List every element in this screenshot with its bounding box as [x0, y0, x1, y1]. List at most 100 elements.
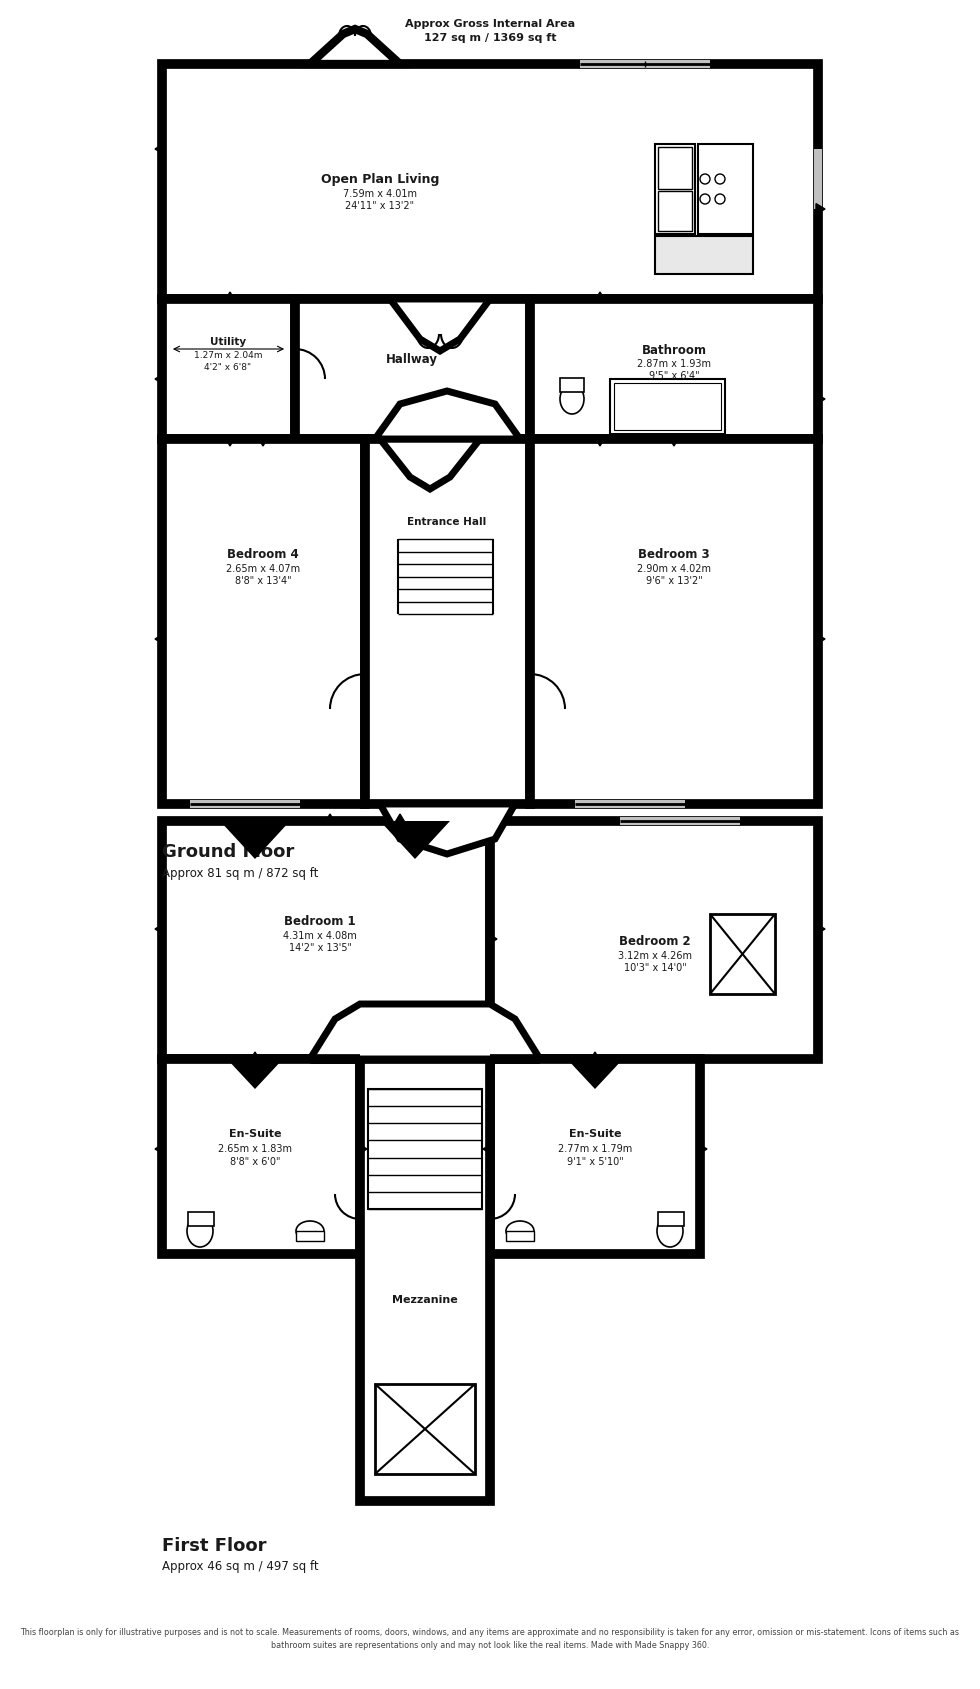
Bar [296, 1231, 324, 1241]
Ellipse shape [296, 1221, 324, 1241]
Bar [575, 801, 685, 809]
Bar [506, 1231, 534, 1241]
Circle shape [715, 176, 725, 184]
Text: Approx Gross Internal Area: Approx Gross Internal Area [405, 19, 575, 29]
Bar [490, 1059, 700, 1255]
Polygon shape [395, 814, 406, 824]
Polygon shape [483, 1143, 492, 1155]
Text: 2.87m x 1.93m: 2.87m x 1.93m [637, 358, 711, 368]
Text: 7.59m x 4.01m: 7.59m x 4.01m [343, 189, 417, 199]
Text: 1.27m x 2.04m: 1.27m x 2.04m [194, 351, 263, 360]
Bar [658, 193, 692, 231]
Text: First Floor: First Floor [162, 1535, 267, 1554]
Bar [560, 378, 584, 394]
Polygon shape [155, 1143, 164, 1155]
Bar [620, 817, 740, 826]
Bar [530, 301, 818, 439]
Polygon shape [816, 394, 825, 405]
Bar [655, 236, 753, 275]
Polygon shape [224, 292, 235, 302]
Polygon shape [668, 437, 679, 446]
Text: Hallway: Hallway [386, 353, 438, 367]
Polygon shape [816, 924, 825, 934]
Polygon shape [567, 1059, 623, 1089]
Polygon shape [390, 301, 490, 351]
Bar [614, 383, 721, 431]
Bar [658, 149, 692, 189]
Ellipse shape [506, 1221, 534, 1241]
Circle shape [715, 194, 725, 204]
Text: 3.12m x 4.26m: 3.12m x 4.26m [618, 951, 692, 961]
Text: 9'5" x 6'4": 9'5" x 6'4" [649, 372, 700, 380]
Text: Approx 46 sq m / 497 sq ft: Approx 46 sq m / 497 sq ft [162, 1559, 318, 1572]
Text: Approx 81 sq m / 872 sq ft: Approx 81 sq m / 872 sq ft [162, 866, 318, 880]
Text: 2.65m x 4.07m: 2.65m x 4.07m [226, 564, 300, 574]
Polygon shape [310, 1005, 540, 1059]
Text: 2.65m x 1.83m: 2.65m x 1.83m [218, 1143, 292, 1154]
Bar [295, 301, 530, 439]
Bar [190, 801, 300, 809]
Text: 9'1" x 5'10": 9'1" x 5'10" [566, 1157, 623, 1167]
Text: 127 sq m / 1369 sq ft: 127 sq m / 1369 sq ft [423, 34, 557, 42]
Polygon shape [595, 292, 606, 302]
Bar [710, 914, 775, 995]
Circle shape [700, 194, 710, 204]
Polygon shape [595, 437, 606, 446]
Polygon shape [698, 1143, 707, 1155]
Bar [365, 439, 530, 804]
Bar [610, 380, 725, 434]
Bar [530, 439, 818, 804]
Polygon shape [590, 1052, 601, 1061]
Bar [658, 1213, 684, 1226]
Polygon shape [224, 437, 235, 446]
Bar [162, 301, 295, 439]
Text: Utility: Utility [210, 336, 246, 346]
Text: 24'11" x 13'2": 24'11" x 13'2" [345, 201, 415, 211]
Polygon shape [155, 635, 164, 645]
Polygon shape [250, 1052, 261, 1061]
Polygon shape [358, 1143, 367, 1155]
Polygon shape [375, 392, 520, 439]
Polygon shape [380, 804, 515, 855]
Text: Ground Floor: Ground Floor [162, 843, 294, 860]
Text: Entrance Hall: Entrance Hall [408, 517, 487, 527]
Text: 8'8" x 6'0": 8'8" x 6'0" [229, 1157, 280, 1167]
Bar [490, 821, 818, 1059]
Bar [162, 439, 365, 804]
Bar [360, 1059, 490, 1502]
Bar [655, 145, 695, 235]
Bar [188, 1213, 214, 1226]
Text: 4'2" x 6'8": 4'2" x 6'8" [205, 363, 252, 372]
Bar [162, 1059, 360, 1255]
Text: Mezzanine: Mezzanine [392, 1294, 458, 1304]
Text: En-Suite: En-Suite [228, 1128, 281, 1138]
Text: Bathroom: Bathroom [642, 343, 707, 356]
Polygon shape [816, 204, 825, 215]
Text: En-Suite: En-Suite [568, 1128, 621, 1138]
Text: Open Plan Living: Open Plan Living [320, 174, 439, 186]
Polygon shape [324, 814, 335, 824]
Text: Bedroom 3: Bedroom 3 [638, 549, 710, 561]
Text: This floorplan is only for illustrative purposes and is not to scale. Measuremen: This floorplan is only for illustrative … [21, 1627, 959, 1648]
Text: Bedroom 4: Bedroom 4 [227, 549, 299, 561]
Text: 8'8" x 13'4": 8'8" x 13'4" [234, 576, 291, 586]
Text: 14'2" x 13'5": 14'2" x 13'5" [288, 942, 352, 953]
Ellipse shape [657, 1216, 683, 1246]
Polygon shape [155, 145, 164, 155]
Polygon shape [380, 821, 450, 860]
Polygon shape [155, 924, 164, 934]
Circle shape [700, 176, 710, 184]
Ellipse shape [560, 385, 584, 415]
Text: 2.90m x 4.02m: 2.90m x 4.02m [637, 564, 711, 574]
Bar [368, 1089, 482, 1209]
Polygon shape [155, 375, 164, 385]
Bar [814, 150, 822, 209]
Bar [375, 1385, 475, 1474]
Text: Bedroom 2: Bedroom 2 [619, 936, 691, 948]
Bar [698, 145, 753, 235]
Polygon shape [816, 635, 825, 645]
Bar [580, 61, 710, 69]
Polygon shape [380, 439, 480, 490]
Bar [162, 64, 818, 301]
Bar [162, 821, 490, 1059]
